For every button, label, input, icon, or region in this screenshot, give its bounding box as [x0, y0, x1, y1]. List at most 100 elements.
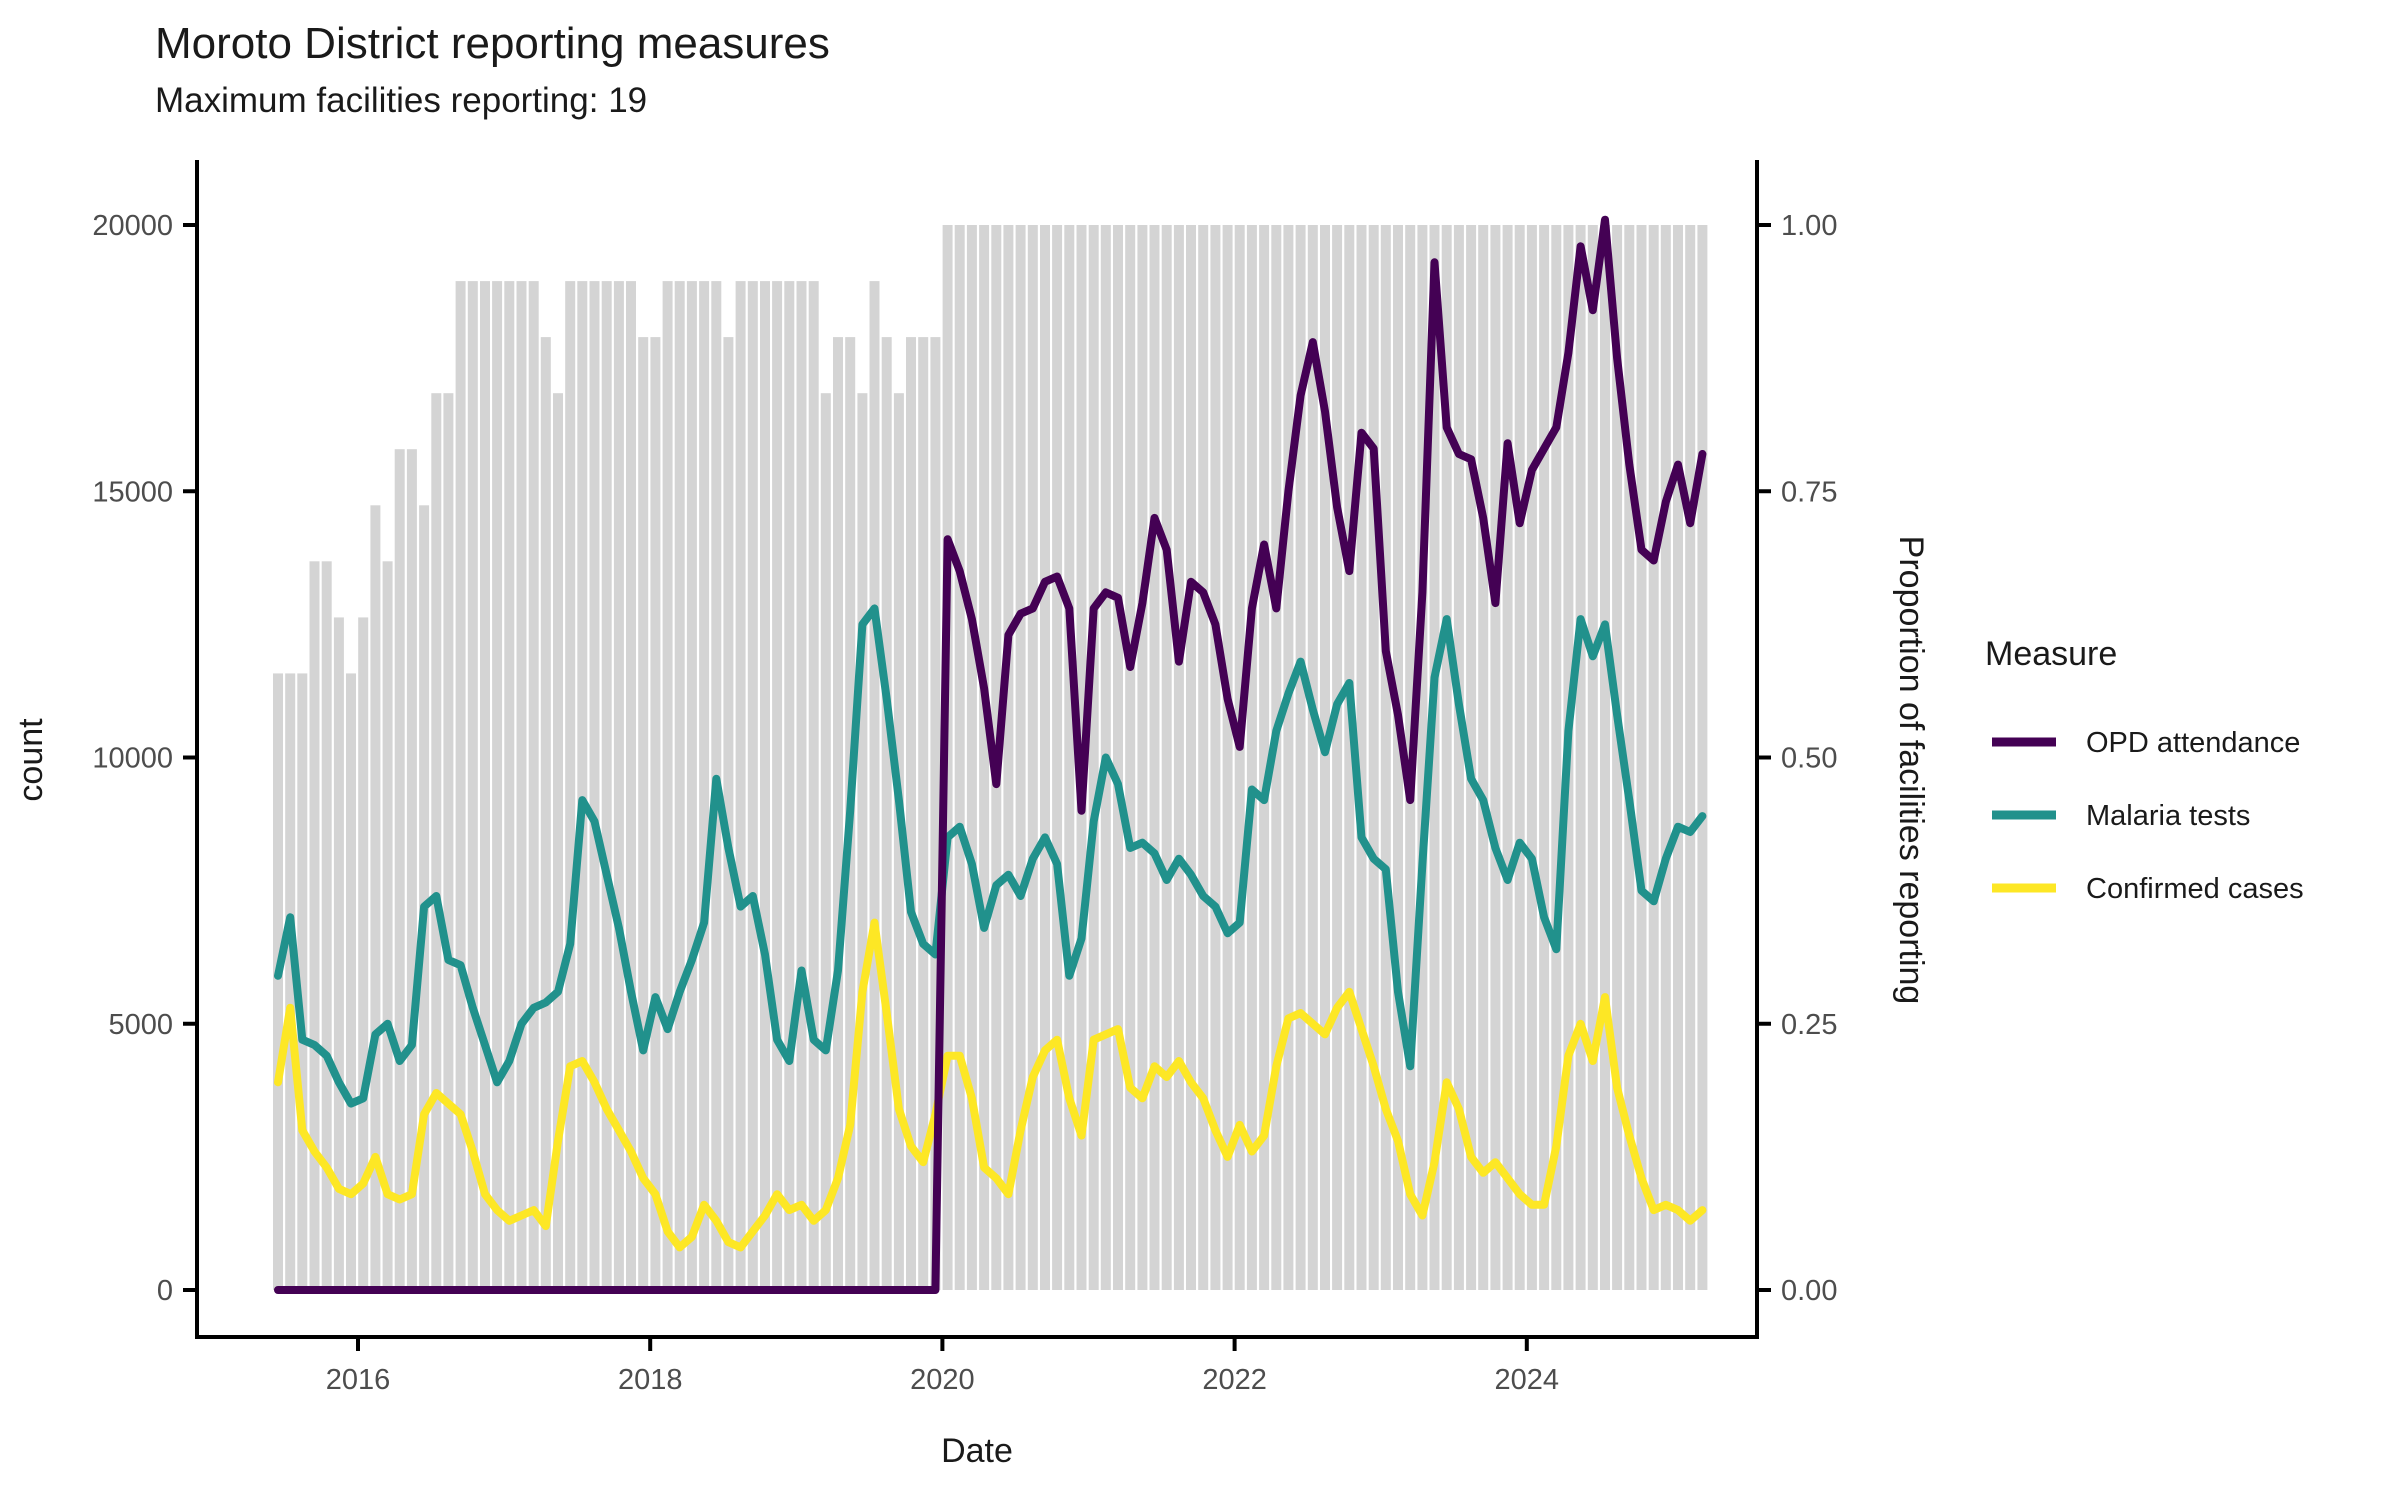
facility-bar — [333, 617, 344, 1290]
facility-bar — [699, 281, 710, 1291]
facility-bar — [1064, 225, 1075, 1290]
facility-bar — [1027, 225, 1038, 1290]
facility-bar — [1052, 225, 1063, 1290]
facility-bar — [1575, 225, 1586, 1290]
facility-bar — [589, 281, 600, 1291]
legend: Measure OPD attendance Malaria tests Con… — [1985, 635, 2304, 905]
facility-bar — [553, 393, 563, 1290]
facility-bar — [662, 281, 673, 1291]
facility-bar — [492, 281, 503, 1291]
facility-bar — [833, 337, 843, 1291]
facility-bar — [394, 449, 405, 1290]
facility-bar — [1636, 225, 1647, 1290]
facility-bar — [1490, 225, 1501, 1290]
facility-bar — [1113, 225, 1123, 1290]
facility-bar — [1539, 225, 1550, 1290]
facility-bar — [1393, 225, 1403, 1290]
facility-bar — [516, 281, 527, 1291]
facility-bar — [820, 393, 831, 1290]
facility-bar — [431, 393, 442, 1290]
facility-bar — [1514, 225, 1525, 1290]
facility-bar — [966, 225, 977, 1290]
legend-item-opd: OPD attendance — [1992, 727, 2300, 759]
legend-item-label: Malaria tests — [2086, 800, 2250, 832]
facility-bar — [1040, 225, 1050, 1290]
facility-bar — [1149, 225, 1160, 1290]
right-tick-label: 0.75 — [1781, 476, 1837, 508]
x-tick-label: 2016 — [326, 1364, 391, 1396]
facility-bar — [869, 281, 880, 1291]
y-tick-label: 20000 — [92, 210, 173, 242]
facility-bar — [297, 673, 308, 1290]
y-tick-label: 15000 — [92, 476, 173, 508]
legend-item-label: OPD attendance — [2086, 727, 2300, 759]
facility-bar — [1222, 225, 1233, 1290]
facility-bar — [1660, 225, 1671, 1290]
y-tick-label: 10000 — [92, 743, 173, 775]
facility-bar — [1234, 225, 1245, 1290]
facility-bar — [1648, 225, 1659, 1290]
facility-bar — [1210, 225, 1221, 1290]
facility-bar — [979, 225, 990, 1290]
facility-bar — [1441, 225, 1452, 1290]
facility-bar — [857, 393, 868, 1290]
facility-bar — [1173, 225, 1184, 1290]
chart-title: Moroto District reporting measures — [155, 19, 830, 68]
legend-item-malaria: Malaria tests — [1992, 800, 2250, 832]
facility-bar — [723, 337, 734, 1291]
facility-bar — [1198, 225, 1209, 1290]
facility-bar — [893, 393, 904, 1290]
facility-bar — [443, 393, 454, 1290]
facility-bar — [686, 281, 697, 1291]
facility-bar — [577, 281, 588, 1291]
facility-bar — [321, 561, 332, 1290]
facility-bar — [1478, 225, 1489, 1290]
legend-title: Measure — [1985, 635, 2117, 673]
facility-bar — [382, 561, 393, 1290]
x-axis-label: Date — [941, 1432, 1013, 1470]
facility-bar — [784, 281, 795, 1291]
confirmed-cases-line — [274, 918, 1707, 1252]
facility-bar — [638, 337, 649, 1291]
right-tick-label: 0.50 — [1781, 743, 1837, 775]
facility-bar — [735, 281, 746, 1291]
facility-bar — [1624, 225, 1635, 1290]
facility-bar — [528, 281, 539, 1291]
x-tick-label: 2022 — [1202, 1364, 1267, 1396]
facility-bar — [1259, 225, 1270, 1290]
chart-subtitle: Maximum facilities reporting: 19 — [155, 81, 647, 120]
facility-bar — [747, 281, 758, 1291]
facility-bar — [930, 337, 941, 1291]
right-axis-label: Proportion of facilities reporting — [1892, 536, 1930, 1005]
facility-bar — [918, 337, 929, 1291]
facility-bar — [406, 449, 417, 1290]
facility-bar — [1088, 225, 1099, 1290]
axis-ticks: 0 5000 10000 15000 20000 0.00 0.25 0.50 0.75 1.00… — [92, 210, 1837, 1396]
facility-bar — [1380, 225, 1391, 1290]
facility-bar — [1283, 225, 1294, 1290]
facility-bar — [455, 281, 466, 1291]
right-tick-label: 0.00 — [1781, 1275, 1837, 1307]
facility-bar — [346, 673, 356, 1290]
facility-bar — [626, 281, 636, 1291]
facility-bar — [613, 281, 624, 1291]
measure-lines — [274, 215, 1707, 1294]
facility-bar — [370, 505, 381, 1290]
facility-bar — [808, 281, 819, 1291]
x-tick-label: 2018 — [618, 1364, 683, 1396]
facility-bar — [760, 281, 770, 1291]
facility-bar — [772, 281, 783, 1291]
facility-bar — [1125, 225, 1136, 1290]
right-tick-label: 1.00 — [1781, 210, 1837, 242]
facility-bar — [601, 281, 612, 1291]
facility-bar — [1417, 225, 1428, 1290]
facility-bar — [1368, 225, 1379, 1290]
facility-bar — [1612, 225, 1623, 1290]
facility-bar — [419, 505, 430, 1290]
facility-bar — [1161, 225, 1172, 1290]
facility-bar — [1453, 225, 1464, 1290]
facility-bar — [1003, 225, 1014, 1290]
facility-bar — [1526, 225, 1537, 1290]
